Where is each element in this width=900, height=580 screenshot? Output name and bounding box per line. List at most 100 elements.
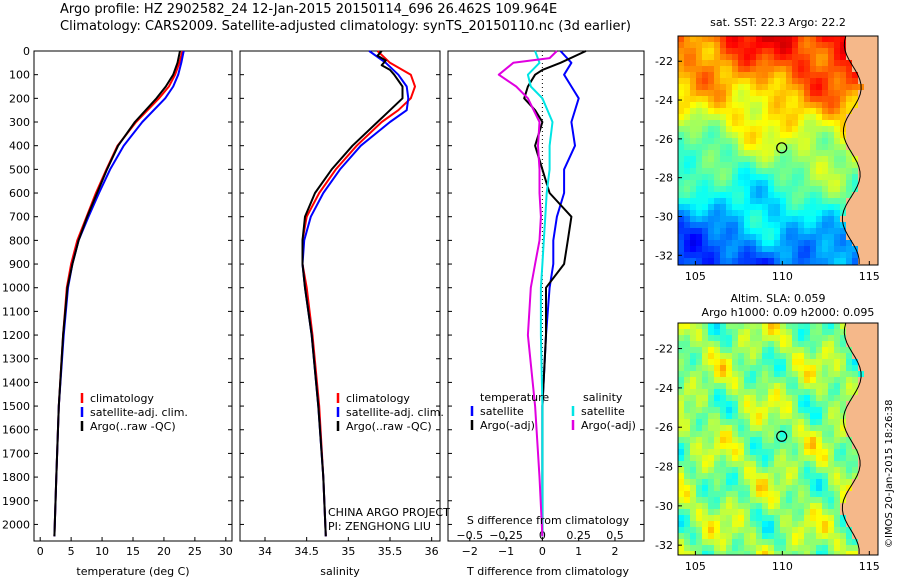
sla-data-cell [696, 461, 702, 467]
sst-land-cell [876, 90, 878, 96]
sst-data-cell [780, 222, 786, 228]
sla-data-cell [780, 515, 786, 521]
sst-data-cell [708, 36, 714, 42]
sla-land-cell [876, 539, 878, 545]
sla-data-cell [822, 347, 828, 353]
sst-data-cell [786, 180, 792, 186]
sla-data-cell [720, 371, 726, 377]
sla-data-cell [702, 365, 708, 371]
sst-data-cell [750, 72, 756, 78]
sla-land-cell [864, 341, 870, 347]
sst-data-cell [750, 192, 756, 198]
sla-land-cell [876, 533, 878, 539]
sst-data-cell [750, 180, 756, 186]
sla-land-cell [870, 371, 876, 377]
sst-data-cell [816, 150, 822, 156]
sla-land-cell [870, 551, 876, 555]
sla-data-cell [804, 461, 810, 467]
sst-data-cell [702, 96, 708, 102]
sla-data-cell [768, 395, 774, 401]
sst-land-cell [852, 192, 858, 198]
sla-data-cell [762, 383, 768, 389]
sla-data-cell [690, 491, 696, 497]
sst-data-cell [750, 66, 756, 72]
sst-data-cell [708, 162, 714, 168]
sla-data-cell [678, 323, 684, 329]
sst-data-cell [816, 42, 822, 48]
sst-data-cell [780, 144, 786, 150]
sla-data-cell [708, 341, 714, 347]
sla-data-cell [846, 479, 852, 485]
sla-data-cell [750, 425, 756, 431]
salinity-legend-title: salinity [583, 391, 623, 404]
sla-data-cell [840, 383, 846, 389]
sla-land-cell [876, 455, 878, 461]
sla-data-cell [834, 491, 840, 497]
sst-data-cell [804, 216, 810, 222]
sst-data-cell [804, 174, 810, 180]
sst-data-cell [786, 240, 792, 246]
sla-data-cell [786, 527, 792, 533]
sst-data-cell [756, 90, 762, 96]
sla-data-cell [720, 323, 726, 329]
sla-data-cell [762, 341, 768, 347]
sla-data-cell [774, 401, 780, 407]
sst-data-cell [714, 72, 720, 78]
sla-data-cell [714, 521, 720, 527]
sst-data-cell [822, 240, 828, 246]
sst-data-cell [702, 162, 708, 168]
sla-land-cell [876, 377, 878, 383]
sst-data-cell [780, 72, 786, 78]
sst-data-cell [840, 156, 846, 162]
sst-data-cell [684, 258, 690, 264]
sst-data-cell [786, 84, 792, 90]
sla-data-cell [774, 413, 780, 419]
sla-data-cell [798, 485, 804, 491]
sst-land-cell [870, 138, 876, 144]
sla-data-cell [798, 413, 804, 419]
sst-data-cell [834, 84, 840, 90]
sst-data-cell [792, 186, 798, 192]
sla-data-cell [696, 497, 702, 503]
sst-data-cell [702, 198, 708, 204]
sst-data-cell [852, 162, 858, 168]
sla-data-cell [780, 503, 786, 509]
sla-data-cell [690, 383, 696, 389]
sst-data-cell [744, 192, 750, 198]
sla-data-cell [786, 497, 792, 503]
sla-data-cell [750, 479, 756, 485]
sst-land-cell [846, 222, 852, 228]
sst-data-cell [684, 96, 690, 102]
sst-data-cell [726, 246, 732, 252]
sla-data-cell [834, 371, 840, 377]
sst-land-cell [840, 216, 846, 222]
sst-data-cell [756, 228, 762, 234]
sst-land-cell [846, 228, 852, 234]
sla-data-cell [804, 395, 810, 401]
sst-data-cell [834, 162, 840, 168]
sla-lat-tick-label: -28 [655, 461, 673, 474]
sst-data-cell [816, 72, 822, 78]
sst-data-cell [828, 168, 834, 174]
sla-data-cell [846, 449, 852, 455]
sst-data-cell [816, 60, 822, 66]
sst-data-cell [828, 258, 834, 264]
sla-data-cell [804, 503, 810, 509]
sst-data-cell [786, 120, 792, 126]
sla-data-cell [852, 377, 858, 383]
temperature-axis-label: temperature (deg C) [76, 565, 189, 578]
sst-data-cell [678, 90, 684, 96]
sst-data-cell [810, 210, 816, 216]
sla-data-cell [828, 335, 834, 341]
sst-data-cell [720, 156, 726, 162]
sla-data-cell [804, 377, 810, 383]
sla-data-cell [726, 359, 732, 365]
sst-data-cell [792, 102, 798, 108]
sst-data-cell [726, 210, 732, 216]
sla-data-cell [684, 407, 690, 413]
sla-data-cell [756, 545, 762, 551]
salinity-panel: 34 34.5 35 35.5 36salinityclimatologysatelli… [239, 50, 450, 578]
sla-data-cell [846, 359, 852, 365]
sst-data-cell [786, 48, 792, 54]
sla-data-cell [738, 389, 744, 395]
